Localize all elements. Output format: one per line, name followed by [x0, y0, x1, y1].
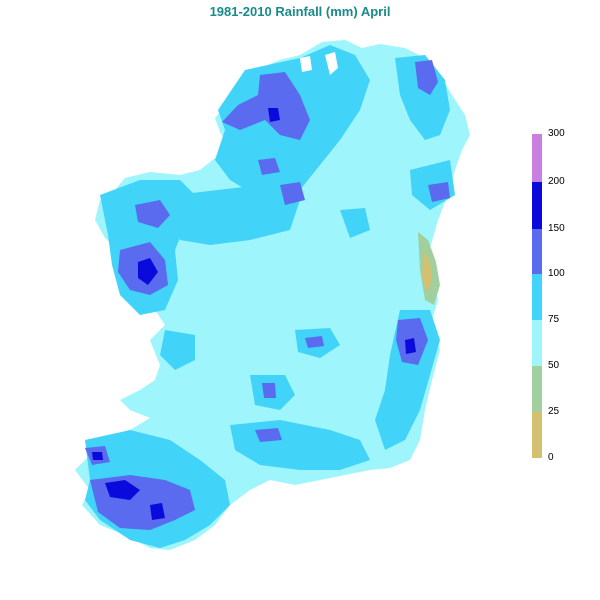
- legend-tick-25: 25: [548, 406, 560, 417]
- map-title: 1981-2010 Rainfall (mm) April: [209, 4, 391, 19]
- legend-tick-0: 0: [548, 452, 554, 463]
- legend-band-0-25: [532, 412, 542, 458]
- coastal-inlets: [300, 52, 338, 75]
- legend-tick-150: 150: [548, 223, 565, 234]
- legend-band-75-100: [532, 274, 542, 320]
- legend-tick-50: 50: [548, 360, 560, 371]
- legend-band-100-150: [532, 229, 542, 274]
- land-0-25: [422, 252, 432, 292]
- color-legend: [532, 134, 542, 458]
- legend-tick-200: 200: [548, 176, 565, 187]
- legend-band-25-50: [532, 366, 542, 412]
- land-50-75: [75, 40, 470, 550]
- legend-tick-300: 300: [548, 128, 565, 139]
- legend-band-50-75: [532, 320, 542, 366]
- zones-150-200: [92, 108, 416, 520]
- legend-band-200-300: [532, 134, 542, 182]
- legend-tick-100: 100: [548, 268, 565, 279]
- legend-band-150-200: [532, 182, 542, 229]
- legend-tick-75: 75: [548, 314, 560, 325]
